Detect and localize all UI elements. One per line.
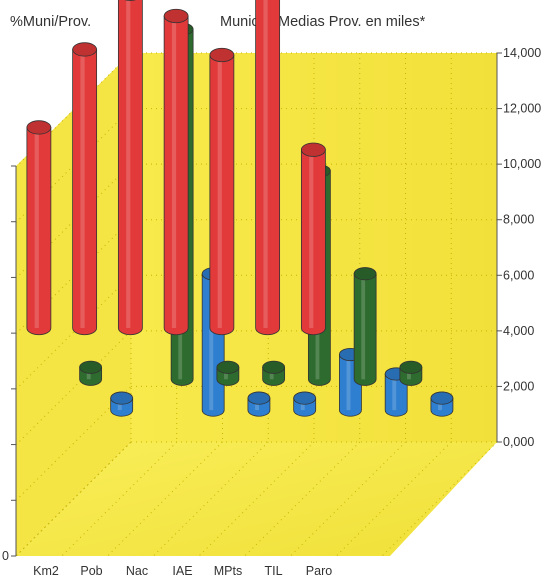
category-label-iae: IAE [172, 564, 192, 578]
bar-til-series2-highlight [346, 354, 351, 411]
gridline-left [15, 274, 132, 390]
bar-paro-series0-top [300, 142, 326, 157]
bar-km2-series0 [26, 120, 52, 336]
bars [26, 0, 454, 417]
bar-km2-series1-top [79, 360, 103, 374]
gridline-floor [335, 441, 452, 557]
bar-mpts-series2 [293, 391, 317, 417]
right-tick-label: 12,000 [503, 102, 541, 116]
gridline-floor [381, 441, 498, 557]
right-tick-label: 10,000 [503, 157, 541, 171]
bar-iae-series0-top [163, 8, 189, 24]
gridline-left [15, 330, 132, 446]
right-tick-label: 6,000 [503, 268, 534, 282]
right-tick-label: 4,000 [503, 324, 534, 338]
bar-km2-series2-top [110, 391, 134, 405]
bar-iae-series2-top [247, 391, 271, 405]
bar-mpts-series0-highlight [217, 55, 222, 328]
gridline-floor [244, 441, 361, 557]
bar-paro-series0-highlight [309, 149, 314, 328]
bar-paro-series1 [353, 267, 377, 386]
right-axis: 0,000 2,000 4,000 6,000 8,000 10,000 12,000 14,… [497, 46, 541, 449]
category-label-paro: Paro [306, 564, 332, 578]
bar-iae-series0-highlight [171, 16, 177, 328]
bar-km2-series0-highlight [34, 127, 39, 328]
bar-mpts-series0 [209, 47, 235, 336]
right-tick-label: 8,000 [503, 213, 534, 227]
bar-paro-series0 [300, 142, 326, 336]
bar-pob-series0-top [72, 42, 98, 57]
bar-iae-series1-top [216, 360, 240, 374]
category-label-mpts: MPts [214, 564, 242, 578]
bar-iae-series0 [163, 8, 189, 336]
bar-iae-series1 [216, 360, 240, 386]
bar-extra-series2-top [430, 391, 454, 405]
right-tick-label: 0,000 [503, 435, 534, 449]
left-axis-title: %Muni/Prov. [10, 14, 92, 30]
bar-til-series0 [255, 0, 281, 336]
bar-km2-series2 [110, 391, 134, 417]
bar-paro-series1-highlight [361, 273, 366, 380]
bar-paro-series2-highlight [392, 373, 397, 411]
bar-til-series0-highlight [263, 0, 268, 329]
right-tick-label: 14,000 [503, 46, 541, 60]
bar-nac-series0-highlight [126, 0, 131, 328]
gridline-floor [107, 441, 223, 557]
bar-extra-series2 [430, 391, 454, 417]
bar-pob-series0 [72, 42, 98, 336]
bar-mpts-series0-top [209, 47, 235, 63]
bar-mpts-series1-top [262, 360, 286, 374]
category-labels: Km2 Pob Nac IAE MPts TIL Paro [33, 564, 332, 578]
bar-nac-series0 [117, 0, 143, 336]
bar-iae-series2 [247, 391, 271, 417]
category-label-til: TIL [264, 564, 282, 578]
gridline-floor [198, 441, 315, 557]
right-tick-label: 2,000 [503, 379, 534, 393]
bar-pob-series0-highlight [80, 49, 85, 329]
bar-paro-series1-top [353, 267, 377, 281]
bar-nac-series2-highlight [209, 273, 214, 411]
category-label-nac: Nac [126, 564, 148, 578]
bar-km2-series0-top [26, 120, 52, 135]
bar-extra-series1 [399, 360, 423, 386]
bar-extra-series1-top [399, 360, 423, 374]
category-label-pob: Pob [80, 564, 102, 578]
gridline-floor [290, 441, 406, 557]
gridline-floor [152, 441, 269, 557]
bar-mpts-series2-top [293, 391, 317, 405]
gridline-floor [61, 441, 178, 557]
category-label-km2: Km2 [33, 564, 59, 578]
left-tick-label: 0 [2, 549, 9, 563]
bar-km2-series1 [79, 360, 103, 386]
gridline-left [15, 386, 132, 501]
gridline-floor [15, 441, 132, 557]
bar-mpts-series1 [262, 360, 286, 386]
left-axis: 0 [2, 165, 16, 563]
